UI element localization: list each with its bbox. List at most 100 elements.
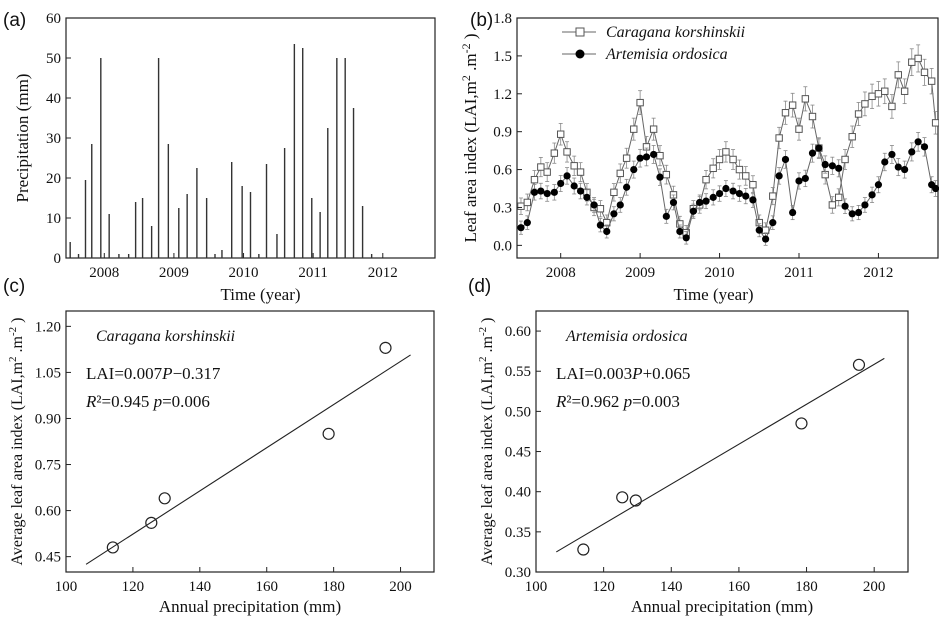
data-point-square [656,151,664,160]
d-species-annotation: Artemisia ordosica [565,328,688,345]
c-ytick-label: 1.05 [35,365,61,381]
data-point-circle [603,227,611,236]
data-point-square [828,201,837,209]
d-equation-annotation: LAI=0.003P+0.065 [556,364,690,383]
b-ylabel: Leaf area index (LAI,m2 .m-2 ) [459,33,480,242]
data-point-circle [650,150,658,159]
data-point-circle [881,158,889,166]
c-stats-annotation: R²=0.945 p=0.006 [85,392,210,411]
c-xtick-label: 140 [189,579,212,595]
data-point-circle [682,234,690,242]
data-point-square [931,119,939,127]
data-point-circle [801,174,809,183]
d-xtick-label: 100 [525,579,548,595]
data-point-square [537,163,545,171]
data-point-square [769,192,777,200]
a-xtick-label: 2012 [368,265,398,281]
data-point-square [801,95,810,103]
data-point-square [742,172,750,180]
data-point-circle [623,183,631,191]
data-point-square [649,125,658,133]
data-point-circle [835,164,843,172]
d-xtick-label: 180 [795,579,818,595]
data-point-circle [596,221,605,229]
data-point-square [543,168,551,176]
plot-frame [516,17,939,259]
data-point [852,358,866,371]
data-point-square [550,149,559,157]
a-ytick-label: 30 [46,131,61,147]
data-point-circle [868,191,876,199]
data-point-circle [795,177,803,185]
c-xtick-label: 200 [389,579,412,595]
c-ytick-label: 0.60 [35,504,61,520]
data-point [616,491,629,504]
a-ytick-label: 40 [46,91,61,107]
data-point-square [523,198,532,207]
regression-line [556,357,885,553]
data-point-square [881,87,889,95]
data-point-circle [888,150,896,159]
data-point-circle [920,143,929,151]
d-ytick-label: 0.40 [505,485,531,501]
c-ytick-label: 1.20 [35,319,61,335]
panel-b: (b) 0.0 0.3 0.6 0.9 1.2 1.5 1.8 2008 2009 2010 2011… [459,10,939,304]
data-point-square [729,155,737,164]
data-point-circle [749,196,757,204]
data-point-circle [610,210,618,218]
d-xtick-label: 200 [863,579,886,595]
legend-marker-artemisia [575,49,585,59]
a-xtick-label: 2009 [159,265,189,281]
data-point-circle [769,219,777,227]
d-ytick-label: 0.30 [505,565,531,581]
data-point-square [835,193,843,202]
a-ytick-label: 60 [46,11,61,27]
a-ytick-label: 10 [46,211,61,227]
data-point-square [709,164,717,173]
data-point-circle [523,219,531,227]
data-point-circle [901,165,909,174]
data-point-circle [828,162,836,170]
b-ytick-label: 0.6 [493,163,512,179]
series-artemisia [517,132,939,246]
legend-label-artemisia: Artemisia ordosica [605,46,728,63]
plot-frame [65,310,435,573]
data-point-square [530,175,539,184]
data-point-circle [762,235,770,243]
data-point-square [722,148,730,156]
b-ytick-label: 1.8 [493,11,512,27]
panel-a: (a) 0 10 20 30 40 50 60 2008 2009 2010 2011 2012 Time… [3,10,436,304]
data-point-circle [755,226,763,234]
data-point-circle [781,155,790,164]
data-point-square [795,125,803,133]
data-point-circle [543,189,551,198]
data-point-circle [530,188,539,196]
data-point-square [576,168,585,176]
data-point-circle [583,193,591,201]
data-point-circle [932,184,939,193]
data-point-circle [775,172,783,180]
data-point-circle [696,198,704,207]
data-point-square [610,188,618,197]
data-point-square [735,165,744,174]
d-xtick-label: 140 [660,579,683,595]
b-ytick-label: 0.0 [493,238,512,254]
data-point-circle [821,160,829,169]
data-point-circle [861,201,869,209]
data-point-square [662,170,671,179]
data-point-square [636,98,644,107]
data-point-circle [662,212,670,220]
a-ytick-label: 50 [46,51,61,67]
data-point-square [927,77,936,85]
c-xtick-label: 180 [322,579,345,595]
data-point [379,341,392,354]
data-point-circle [636,154,644,162]
data-point-circle [709,193,717,201]
data-point-circle [894,163,902,171]
data-point [322,427,335,440]
data-point-circle [841,202,849,210]
panel-label-c: (c) [3,276,25,297]
data-point-square [894,71,902,79]
data-point-square [616,169,624,178]
data-point-circle [517,224,525,232]
